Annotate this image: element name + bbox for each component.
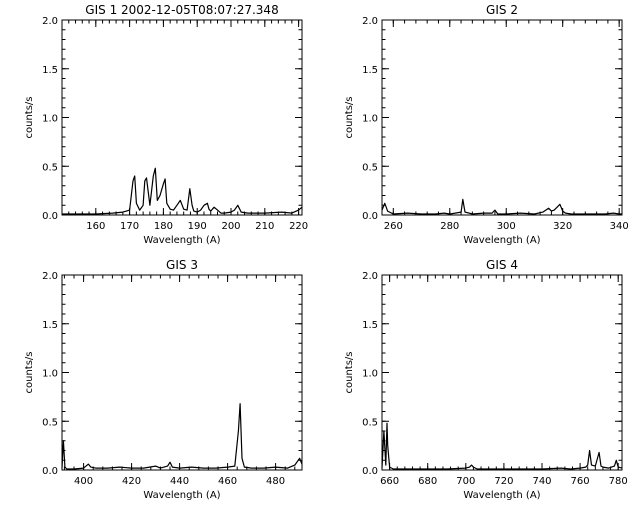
y-tick-label: 1.5 — [42, 65, 58, 76]
x-tick-label: 480 — [266, 476, 285, 487]
plot-frame — [381, 19, 623, 216]
y-axis-label: counts/s — [344, 351, 355, 393]
plot-frame — [381, 274, 623, 471]
y-axis-label: counts/s — [344, 96, 355, 138]
x-tick-label: 700 — [456, 476, 475, 487]
y-tick-label: 0.5 — [42, 417, 58, 428]
y-tick-label: 1.0 — [42, 114, 58, 125]
x-axis-label: Wavelength (A) — [143, 490, 220, 501]
x-axis-label: Wavelength (A) — [463, 235, 540, 246]
y-tick-label: 2.0 — [362, 271, 378, 282]
x-tick-label: 170 — [120, 221, 139, 232]
y-tick-label: 0.0 — [362, 466, 378, 477]
x-tick-label: 740 — [532, 476, 551, 487]
chart-title: GIS 3 — [166, 258, 198, 272]
x-tick-label: 210 — [255, 221, 274, 232]
x-tick-label: 300 — [497, 221, 516, 232]
y-tick-label: 2.0 — [42, 271, 58, 282]
spectrum-line — [381, 198, 622, 215]
x-tick-label: 460 — [218, 476, 237, 487]
chart-panel-4: GIS 4 660 680 700 720 740 760 780 0.0 0.5 1.0 1.5 2.… — [344, 258, 628, 501]
x-tick-label: 200 — [221, 221, 240, 232]
x-axis-label: Wavelength (A) — [463, 490, 540, 501]
y-tick-label: 1.5 — [42, 320, 58, 331]
y-axis-label: counts/s — [24, 96, 35, 138]
plot-frame — [61, 274, 303, 471]
x-tick-label: 180 — [154, 221, 173, 232]
x-tick-label: 160 — [86, 221, 105, 232]
x-tick-label: 260 — [384, 221, 403, 232]
x-tick-label: 720 — [494, 476, 513, 487]
x-tick-label: 320 — [553, 221, 572, 232]
x-tick-label: 340 — [610, 221, 629, 232]
x-tick-label: 190 — [188, 221, 207, 232]
spectrum-line — [62, 167, 303, 215]
x-tick-label: 400 — [74, 476, 93, 487]
x-axis-label: Wavelength (A) — [143, 235, 220, 246]
spectrum-line — [381, 422, 623, 470]
y-tick-label: 0.5 — [362, 417, 378, 428]
y-tick-label: 0.5 — [362, 162, 378, 173]
y-tick-label: 2.0 — [362, 16, 378, 27]
x-tick-label: 780 — [609, 476, 628, 487]
x-tick-label: 220 — [289, 221, 308, 232]
x-tick-label: 280 — [440, 221, 459, 232]
y-tick-label: 1.0 — [362, 114, 378, 125]
plot-frame — [61, 19, 303, 216]
y-tick-label: 0.5 — [42, 162, 58, 173]
y-tick-label: 0.0 — [42, 211, 58, 222]
x-tick-label: 660 — [380, 476, 399, 487]
y-axis-label: counts/s — [24, 351, 35, 393]
y-tick-label: 1.0 — [362, 369, 378, 380]
x-tick-label: 440 — [170, 476, 189, 487]
y-tick-label: 1.5 — [362, 320, 378, 331]
chart-panel-1: GIS 1 2002-12-05T08:07:27.348 160 170 180 19… — [24, 3, 308, 246]
y-tick-label: 0.0 — [362, 211, 378, 222]
chart-title: GIS 4 — [486, 258, 518, 272]
y-tick-label: 0.0 — [42, 466, 58, 477]
y-tick-label: 1.5 — [362, 65, 378, 76]
y-tick-label: 2.0 — [42, 16, 58, 27]
spectrum-line — [61, 403, 303, 470]
chart-title: GIS 2 — [486, 3, 518, 17]
x-tick-label: 760 — [571, 476, 590, 487]
x-tick-label: 420 — [122, 476, 141, 487]
chart-title: GIS 1 2002-12-05T08:07:27.348 — [85, 3, 278, 17]
x-tick-label: 680 — [418, 476, 437, 487]
chart-panel-2: GIS 2 260 280 300 320 340 0.0 0.5 1.0 1.5 2.0 Wavel… — [344, 3, 629, 246]
chart-panel-3: GIS 3 400 420 440 460 480 0.0 0.5 1.0 1.5 2.0 Wavel… — [24, 258, 303, 501]
y-tick-label: 1.0 — [42, 369, 58, 380]
